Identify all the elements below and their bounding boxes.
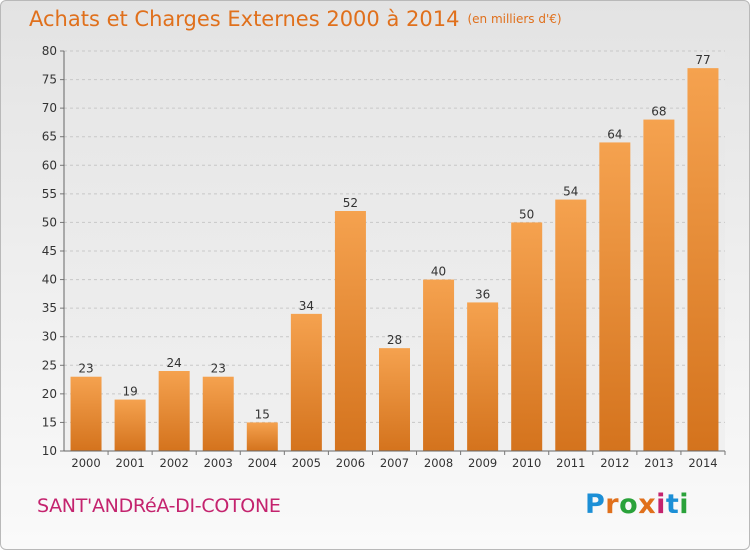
brand-letter: r bbox=[605, 489, 620, 520]
bar-2002 bbox=[158, 371, 190, 451]
x-tick-label-2001: 2001 bbox=[115, 456, 144, 470]
y-tick-label: 55 bbox=[42, 187, 57, 201]
data-label-2004: 15 bbox=[255, 407, 270, 421]
y-tick-label: 10 bbox=[42, 444, 57, 458]
data-label-2010: 50 bbox=[519, 207, 534, 221]
bar-2013 bbox=[643, 119, 675, 452]
data-label-2013: 68 bbox=[651, 105, 666, 119]
x-tick-label-2005: 2005 bbox=[292, 456, 321, 470]
bar-2011 bbox=[555, 199, 587, 451]
data-label-2014: 77 bbox=[695, 53, 710, 67]
x-tick-label-2006: 2006 bbox=[336, 456, 365, 470]
y-tick-label: 30 bbox=[42, 330, 57, 344]
bar-2007 bbox=[379, 348, 410, 451]
x-tick-label-2000: 2000 bbox=[71, 456, 100, 470]
data-label-2000: 23 bbox=[78, 362, 93, 376]
bar-2008 bbox=[423, 279, 455, 451]
x-tick-label-2003: 2003 bbox=[204, 456, 233, 470]
chart-title: Achats et Charges Externes 2000 à 2014 (e… bbox=[29, 7, 562, 31]
brand-letter: t bbox=[665, 489, 680, 520]
y-tick-label: 50 bbox=[42, 215, 57, 229]
x-tick-label-2004: 2004 bbox=[248, 456, 277, 470]
x-tick-label-2012: 2012 bbox=[600, 456, 629, 470]
x-tick-label-2013: 2013 bbox=[644, 456, 673, 470]
y-tick-label: 75 bbox=[42, 73, 57, 87]
data-label-2009: 36 bbox=[475, 287, 490, 301]
proxiti-logo: Proxiti bbox=[585, 489, 689, 520]
data-label-2002: 24 bbox=[167, 356, 182, 370]
commune-name: SANT'ANDRéA-DI-COTONE bbox=[37, 495, 281, 517]
bar-2009 bbox=[467, 302, 499, 451]
bar-2001 bbox=[114, 399, 146, 451]
title-unit: (en milliers d'€) bbox=[467, 12, 562, 26]
data-label-2003: 23 bbox=[211, 362, 226, 376]
x-tick-label-2007: 2007 bbox=[380, 456, 409, 470]
x-tick-label-2008: 2008 bbox=[424, 456, 453, 470]
x-tick-label-2010: 2010 bbox=[512, 456, 541, 470]
data-label-2007: 28 bbox=[387, 333, 402, 347]
brand-letter: i bbox=[679, 489, 690, 520]
axes: 10 15 20 25 30 35 40 45 50 55 60 65 70 75 80 2000 2001 20… bbox=[42, 44, 726, 470]
bars: 23 19 24 23 15 34 52 28 40 36 50 54 64 68 77 bbox=[70, 53, 719, 452]
data-label-2008: 40 bbox=[431, 265, 446, 279]
brand-letter: x bbox=[638, 489, 657, 520]
y-tick-label: 80 bbox=[42, 44, 57, 58]
brand-letter: o bbox=[619, 489, 639, 520]
x-tick-label-2002: 2002 bbox=[160, 456, 189, 470]
data-label-2001: 19 bbox=[122, 385, 137, 399]
y-tick-label: 45 bbox=[42, 244, 57, 258]
title-text: Achats et Charges Externes 2000 à 2014 bbox=[29, 7, 460, 31]
data-label-2006: 52 bbox=[343, 196, 358, 210]
bar-2005 bbox=[290, 313, 322, 451]
y-tick-label: 70 bbox=[42, 101, 57, 115]
bar-2014 bbox=[687, 68, 719, 452]
y-tick-label: 25 bbox=[42, 358, 57, 372]
bar-2004 bbox=[246, 422, 278, 451]
brand-letter: P bbox=[585, 489, 606, 520]
bar-2006 bbox=[334, 211, 366, 451]
x-tick-label-2009: 2009 bbox=[468, 456, 497, 470]
x-tick-label-2014: 2014 bbox=[688, 456, 717, 470]
y-tick-label: 65 bbox=[42, 130, 57, 144]
data-label-2005: 34 bbox=[299, 299, 314, 313]
bar-2000 bbox=[70, 376, 102, 451]
brand-letter: i bbox=[656, 489, 666, 520]
x-tick-label-2011: 2011 bbox=[556, 456, 585, 470]
data-label-2011: 54 bbox=[563, 185, 578, 199]
y-tick-label: 35 bbox=[42, 301, 57, 315]
y-tick-label: 40 bbox=[42, 273, 57, 287]
bar-2003 bbox=[202, 376, 234, 451]
y-tick-label: 60 bbox=[42, 158, 57, 172]
bar-2012 bbox=[599, 142, 631, 451]
y-tick-label: 20 bbox=[42, 387, 57, 401]
bar-2010 bbox=[511, 222, 543, 451]
y-tick-label: 15 bbox=[42, 415, 57, 429]
data-label-2012: 64 bbox=[607, 127, 622, 141]
